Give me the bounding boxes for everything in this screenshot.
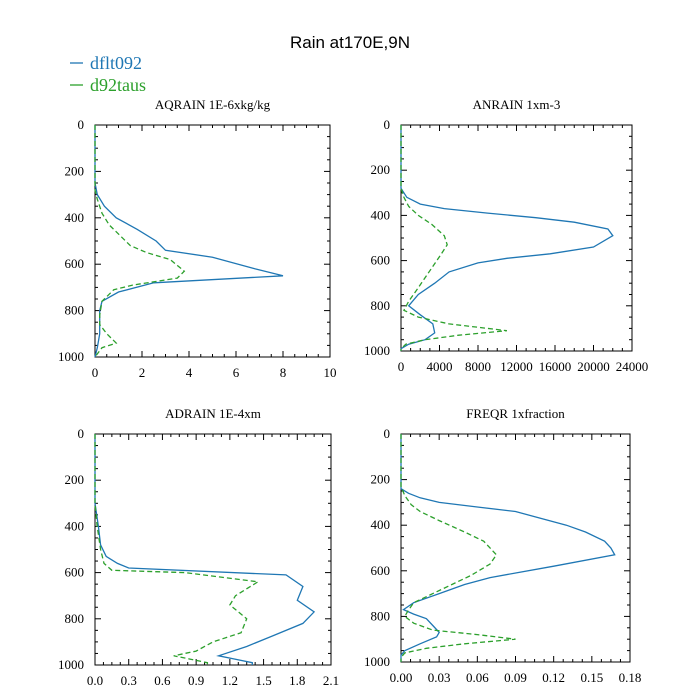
x-tick-label: 0.15 (580, 670, 603, 685)
y-tick-label: 800 (371, 298, 391, 313)
panel-title: ANRAIN 1xm-3 (473, 97, 561, 112)
x-tick-label: 0.3 (121, 673, 137, 688)
y-tick-label: 800 (65, 303, 85, 318)
y-tick-label: 200 (65, 472, 85, 487)
x-tick-label: 16000 (539, 359, 572, 374)
x-tick-label: 0.0 (87, 673, 103, 688)
plot-frame (94, 124, 331, 358)
y-tick-label: 400 (65, 210, 85, 225)
series-line-d92taus (400, 434, 516, 662)
x-tick-label: 20000 (577, 359, 610, 374)
x-tick-label: 0.12 (542, 670, 565, 685)
x-tick-label: 0.06 (466, 670, 489, 685)
x-tick-label: 0.09 (504, 670, 527, 685)
series-line-dflt092 (94, 125, 284, 358)
y-tick-label: 1000 (364, 343, 390, 358)
figure-title: Rain at170E,9N (290, 33, 410, 52)
y-tick-label: 400 (371, 207, 391, 222)
panel-2: ANRAIN 1xm-3 0 200 400 600 800 1000 0 4000 8000 12… (364, 97, 648, 374)
y-tick-label: 1000 (58, 657, 84, 672)
x-tick-label: 1.2 (222, 673, 238, 688)
series-line-d92taus (94, 434, 260, 665)
x-tick-label: 1.8 (289, 673, 305, 688)
x-tick-label: 0.00 (390, 670, 413, 685)
panel-title: ADRAIN 1E-4xm (165, 406, 261, 421)
x-tick-label: 0.03 (428, 670, 451, 685)
y-tick-label: 1000 (364, 654, 390, 669)
y-tick-label: 0 (78, 117, 85, 132)
x-tick-label: 0 (92, 365, 99, 380)
x-tick-label: 8000 (465, 359, 491, 374)
y-tick-label: 600 (371, 253, 391, 268)
x-tick-label: 0.6 (154, 673, 171, 688)
plot-frame (94, 433, 332, 666)
x-tick-label: 6 (233, 365, 240, 380)
x-tick-label: 0 (398, 359, 405, 374)
legend-label-dflt092: dflt092 (90, 53, 142, 73)
series-line-dflt092 (94, 434, 316, 665)
x-tick-label: 2.1 (323, 673, 339, 688)
y-tick-label: 800 (371, 608, 391, 623)
series-line-dflt092 (400, 125, 614, 351)
y-tick-label: 0 (78, 426, 85, 441)
y-tick-label: 400 (371, 517, 391, 532)
x-tick-label: 4000 (427, 359, 453, 374)
y-tick-label: 400 (65, 518, 85, 533)
x-tick-label: 1.5 (255, 673, 271, 688)
x-tick-label: 0.18 (619, 670, 642, 685)
x-tick-label: 24000 (616, 359, 649, 374)
panel-1: AQRAIN 1E-6xkg/kg 0 200 400 600 800 1000 0 2 4 6 8 1… (58, 97, 337, 380)
x-tick-label: 10 (324, 365, 337, 380)
y-tick-label: 1000 (58, 349, 84, 364)
x-tick-label: 8 (280, 365, 287, 380)
legend-label-d92taus: d92taus (90, 75, 146, 95)
series-line-dflt092 (400, 434, 616, 662)
x-tick-label: 4 (186, 365, 193, 380)
y-tick-label: 200 (371, 162, 391, 177)
y-tick-label: 200 (65, 163, 85, 178)
plot-frame (400, 124, 633, 352)
series-line-d92taus (400, 125, 507, 351)
panel-title: FREQR 1xfraction (466, 406, 565, 421)
x-tick-label: 0.9 (188, 673, 204, 688)
panel-title: AQRAIN 1E-6xkg/kg (155, 97, 271, 112)
y-tick-label: 600 (371, 563, 391, 578)
x-tick-label: 12000 (500, 359, 533, 374)
y-tick-label: 0 (384, 117, 391, 132)
y-tick-label: 200 (371, 472, 391, 487)
y-tick-label: 600 (65, 256, 85, 271)
x-tick-label: 2 (139, 365, 146, 380)
y-tick-label: 800 (65, 611, 85, 626)
legend: dflt092 d92taus (70, 53, 146, 95)
y-tick-label: 600 (65, 565, 85, 580)
series-line-d92taus (94, 125, 186, 358)
y-tick-label: 0 (384, 426, 391, 441)
